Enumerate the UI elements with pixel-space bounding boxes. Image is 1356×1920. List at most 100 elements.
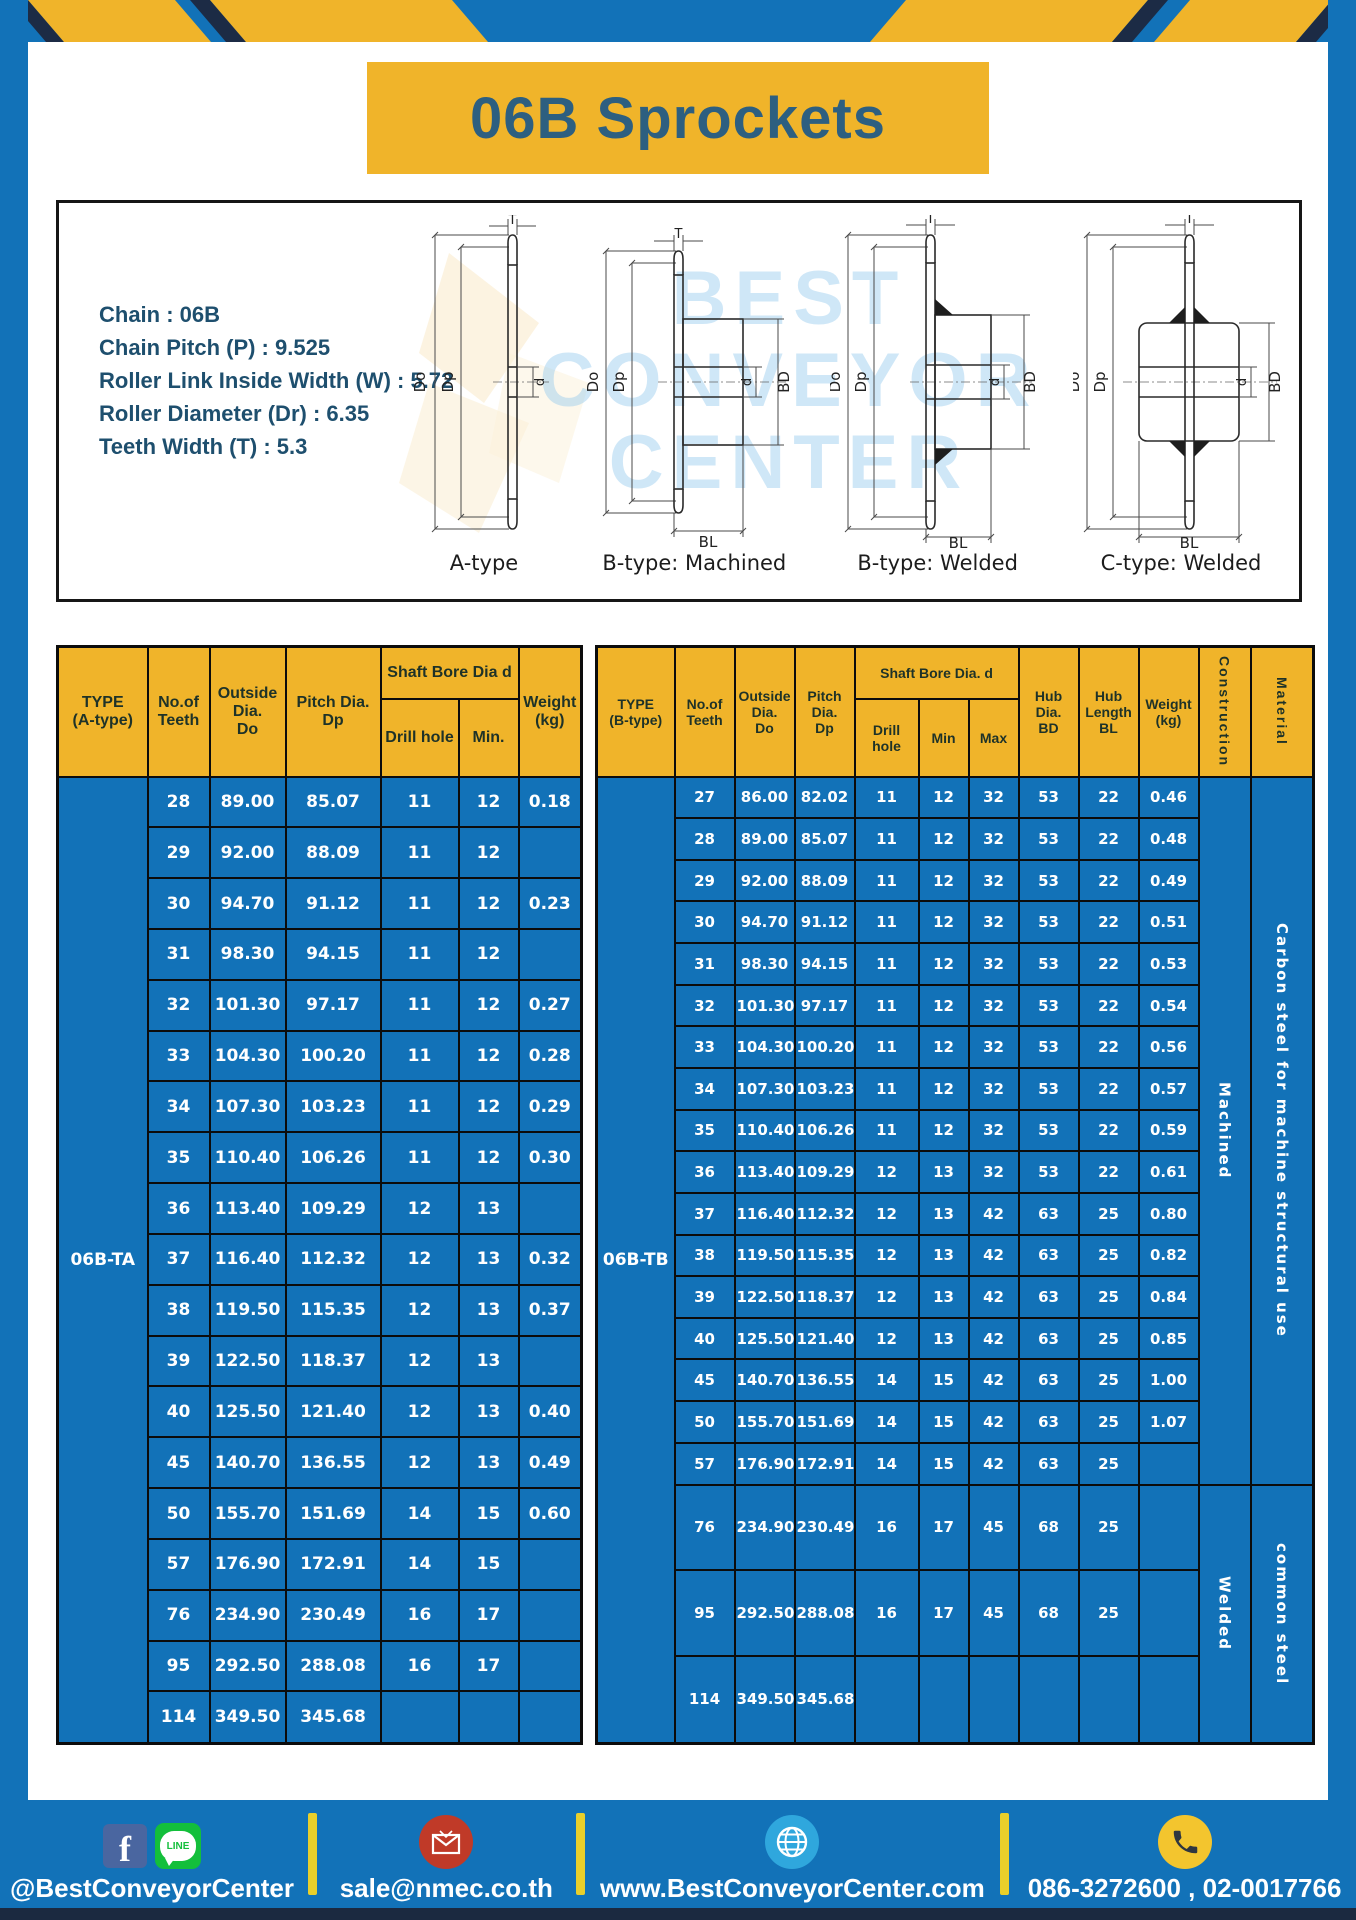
table-cell: 57	[146, 1537, 211, 1591]
footer-divider	[575, 1813, 585, 1895]
table-row: 95 292.50 288.08 16 17	[58, 1639, 583, 1693]
table-cell: 25	[1077, 1191, 1140, 1236]
table-cell: 92.00	[208, 826, 287, 880]
table-row: 39 122.50 118.37 12 13 42 63 25 0.84	[597, 1275, 1314, 1319]
table-cell: 94.70	[733, 900, 796, 945]
table-cell: 63	[1017, 1400, 1080, 1444]
table-cell	[517, 1639, 583, 1693]
table-row: 45 140.70 136.55 12 13 0.49	[58, 1436, 583, 1490]
table-cell: 121.40	[284, 1385, 382, 1439]
table-cell: 13	[457, 1334, 520, 1388]
table-row: 57 176.90 172.91 14 15	[58, 1537, 583, 1591]
table-cell: 114	[146, 1690, 211, 1745]
website-url: www.BestConveyorCenter.com	[599, 1873, 985, 1903]
table-row: 45 140.70 136.55 14 15 42 63 25 1.00	[597, 1358, 1314, 1403]
table-cell: 230.49	[793, 1483, 856, 1572]
table-cell: 0.60	[517, 1487, 583, 1540]
table-cell: 32	[967, 1066, 1020, 1111]
table-cell: 103.23	[793, 1066, 856, 1111]
table-row: 114 349.50 345.68	[597, 1654, 1314, 1745]
table-cell: 17	[457, 1588, 520, 1642]
table-cell: 11	[379, 1029, 460, 1083]
table-cell: 106.26	[284, 1131, 382, 1185]
table-cell	[517, 826, 583, 880]
social-handle: @BestConveyorCenter	[10, 1873, 294, 1903]
table-cell	[517, 1588, 583, 1642]
table-cell: 109.29	[284, 1182, 382, 1235]
table-cell: 88.09	[793, 858, 856, 903]
table-cell: 0.80	[1137, 1191, 1200, 1236]
table-cell: 14	[379, 1537, 460, 1591]
table-cell: 119.50	[733, 1233, 796, 1278]
table-cell: 11	[379, 775, 460, 829]
table-cell: 11	[853, 1108, 920, 1153]
table-cell: 12	[917, 817, 970, 861]
svg-text:T: T	[925, 215, 934, 227]
table-cell	[1077, 1654, 1140, 1745]
svg-text:d: d	[988, 378, 1003, 386]
table-cell: 230.49	[284, 1588, 382, 1642]
table-cell: 0.18	[517, 775, 583, 829]
table-row: 38 119.50 115.35 12 13 42 63 25 0.82	[597, 1233, 1314, 1278]
svg-text:Do: Do	[586, 372, 602, 393]
table-cell: 16	[853, 1569, 920, 1657]
table-cell: 11	[853, 817, 920, 861]
table-cell: 13	[917, 1191, 970, 1236]
col-header-type: TYPE (A-type)	[56, 645, 149, 778]
table-b-header: TYPE (B-type) No.of Teeth Outside Dia. D…	[595, 645, 1315, 778]
table-cell: 0.49	[517, 1436, 583, 1490]
table-cell: 122.50	[733, 1275, 796, 1319]
phone-numbers: 086-3272600 , 02-0017766	[1027, 1873, 1342, 1903]
title-banner: 06B Sprockets	[367, 62, 989, 174]
table-row: 29 92.00 88.09 11 12 32 53 22 0.49	[597, 858, 1314, 903]
table-row: 36 113.40 109.29 12 13	[58, 1182, 583, 1235]
table-cell: 234.90	[208, 1588, 287, 1642]
right-frame-border	[1328, 0, 1356, 1800]
table-cell: 38	[146, 1283, 211, 1337]
table-cell: 45	[967, 1483, 1020, 1572]
table-cell: 42	[967, 1358, 1020, 1403]
table-cell: 76	[146, 1588, 211, 1642]
table-cell	[1137, 1569, 1200, 1657]
table-cell: 112.32	[284, 1232, 382, 1286]
col-header-teeth: No.of Teeth	[146, 645, 211, 778]
table-cell: 50	[146, 1487, 211, 1540]
table-cell	[1137, 1654, 1200, 1745]
table-cell: 98.30	[733, 942, 796, 986]
col-header-type: TYPE (B-type)	[595, 645, 676, 778]
table-cell: 86.00	[733, 775, 796, 820]
table-cell: 53	[1017, 900, 1080, 945]
col-header-weight: Weight (kg)	[517, 645, 583, 778]
footer-phone-section: 086-3272600 , 02-0017766	[1023, 1804, 1346, 1904]
table-cell: 0.28	[517, 1029, 583, 1083]
col-header-drill-hole: Drill hole	[853, 697, 920, 778]
table-row: 95 292.50 288.08 16 17 45 68 25	[597, 1569, 1314, 1657]
type-label-cell: 06B-TB	[595, 775, 676, 1745]
table-cell: 0.54	[1137, 983, 1200, 1028]
table-cell: 155.70	[208, 1487, 287, 1540]
spec-line: Chain : 06B	[99, 302, 221, 327]
table-b-body: 06B-TB 27 86.00 82.02 11 12 32 53 22 0.46 Machined…	[595, 775, 1315, 1745]
table-cell: 68	[1017, 1483, 1080, 1572]
table-cell: 11	[379, 927, 460, 981]
table-cell	[517, 1537, 583, 1591]
table-cell: 103.23	[284, 1080, 382, 1134]
table-row: 33 104.30 100.20 11 12 0.28	[58, 1029, 583, 1083]
col-header-min: Min	[917, 697, 970, 778]
table-cell: 91.12	[793, 900, 856, 945]
watermark-text: BEST CONVEYOR CENTER	[459, 258, 1119, 504]
table-cell: 17	[457, 1639, 520, 1693]
table-cell: 13	[917, 1316, 970, 1361]
svg-text:BL: BL	[699, 533, 718, 549]
table-cell: 36	[673, 1150, 736, 1194]
drawing-caption: A-type	[449, 551, 519, 575]
table-row: 50 155.70 151.69 14 15 0.60	[58, 1487, 583, 1540]
table-cell: 11	[379, 978, 460, 1032]
spec-line: Chain Pitch (P) : 9.525	[99, 335, 331, 360]
table-cell: 53	[1017, 1025, 1080, 1069]
table-cell: 89.00	[733, 817, 796, 861]
svg-text:d: d	[740, 378, 755, 386]
table-cell: 53	[1017, 858, 1080, 903]
table-cell: 1.00	[1137, 1358, 1200, 1403]
table-cell: 176.90	[733, 1441, 796, 1486]
